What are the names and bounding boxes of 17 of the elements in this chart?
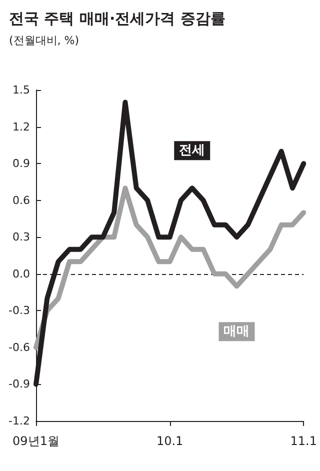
y-tick-label: -0.3 xyxy=(8,304,30,318)
text: 매매 xyxy=(224,324,250,340)
y-tick-label: 0.3 xyxy=(12,230,30,244)
y-tick-label: -1.2 xyxy=(8,414,30,428)
chart-subtitle: (전월대비, %) xyxy=(9,34,80,47)
x-tick-label: 09년1월 xyxy=(12,434,60,448)
y-tick-label: -0.6 xyxy=(8,340,30,354)
y-tick-label: 1.2 xyxy=(12,120,30,134)
y-tick-label: 0.9 xyxy=(12,157,30,170)
y-tick-label: 0.6 xyxy=(12,194,30,207)
y-tick-label: -0.9 xyxy=(8,378,30,391)
x-tick-label: 11.1 xyxy=(290,434,317,448)
chart-title: 전국 주택 매매·전세가격 증감률 xyxy=(9,10,226,28)
y-tick-label: 0.0 xyxy=(12,267,30,280)
y-tick-label: 1.5 xyxy=(12,84,30,96)
text: 전세 xyxy=(179,143,206,158)
x-tick-label: 10.1 xyxy=(156,434,184,448)
